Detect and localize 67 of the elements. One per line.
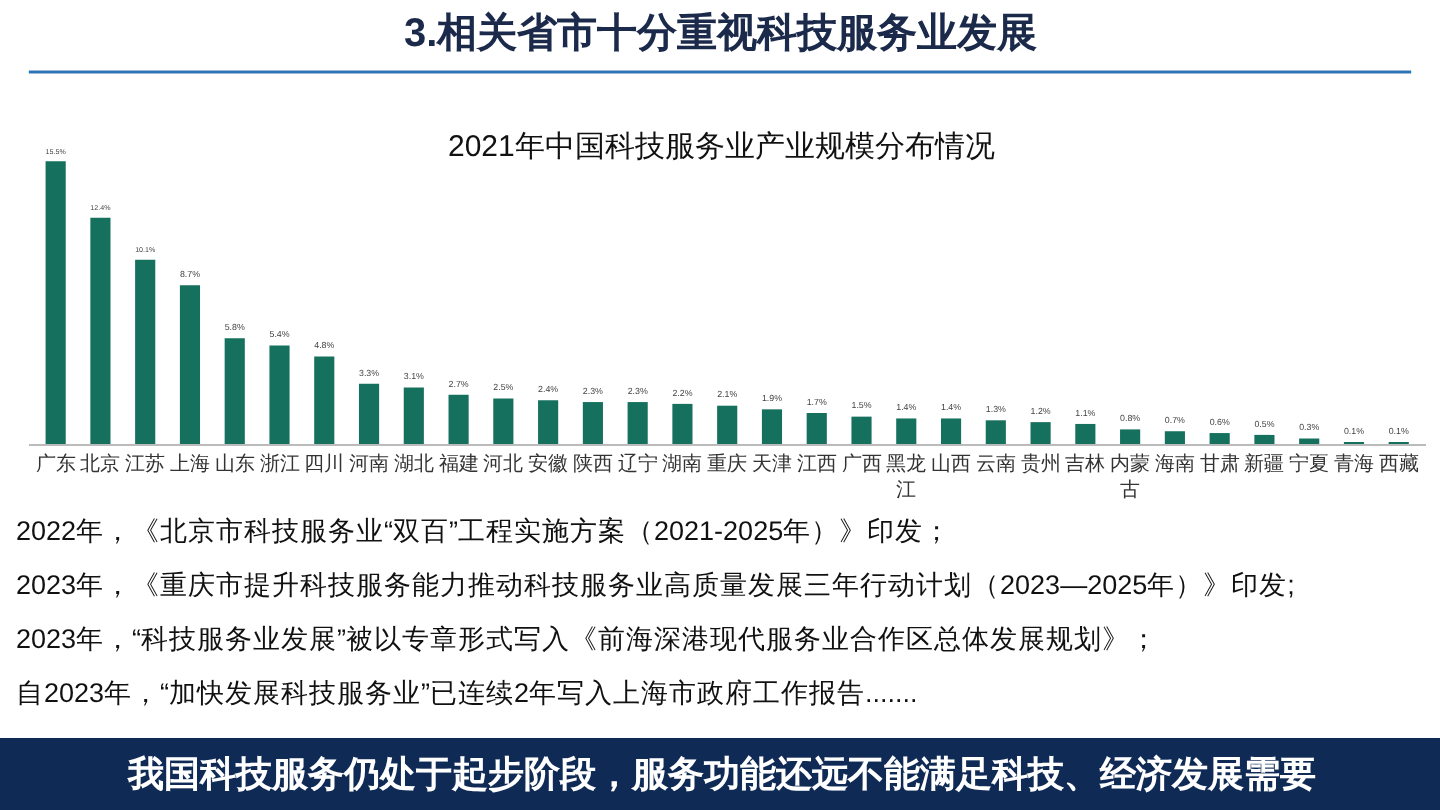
bar [90,217,111,444]
bar [717,405,738,444]
x-tick-label: 甘肃 [1199,452,1240,476]
bar [1120,429,1141,444]
bar [269,345,290,444]
bar [403,387,424,444]
x-tick-label: 湖南 [662,452,703,476]
text: 自2023年，“加快发展科技服务业”已连续2年写入上海市政府工作报告....... [16,678,918,708]
bar [1164,431,1185,444]
bar [761,409,783,444]
bar [538,400,559,444]
bar [672,403,693,444]
bar [179,285,201,444]
x-tick-label: 上海 [169,452,210,476]
bar [45,161,66,444]
x-tick-label: 广西 [841,452,882,476]
x-tick-label: 江西 [796,452,837,476]
text: 2023年，“科技服务业发展”被以专章形式写入《前海深港现代服务业合作区总体发展规划》； [16,624,1159,654]
x-tick-label: 福建 [438,452,479,476]
text: 2022年，《北京市科技服务业“双百”工程实施方案（2021-2025年）》印发； [16,514,952,546]
text: 2023年，《重庆市提升科技服务能力推动科技服务业高质量发展三年行动计划（2023—2025年）》印发; [16,570,1295,600]
bar [135,259,156,444]
bar [1030,422,1051,444]
bar [1254,434,1275,444]
x-tick-label: 河北 [483,452,524,476]
bar [1075,423,1096,444]
x-tick-label: 新疆 [1244,452,1285,476]
x-tick-label: 山西 [931,452,972,476]
x-tick-label: 黑龙江 [886,452,927,502]
bar [314,356,335,444]
bar [1299,438,1320,444]
x-tick-label: 江苏 [125,452,166,476]
x-tick-label: 内蒙古 [1110,452,1151,502]
chart-subtitle: 2021年中国科技服务业产业规模分布情况 [448,130,995,164]
text: 我国科技服务仍处于起步阶段，服务功能还远不能满足科技、经济发展需要 [126,754,1316,794]
bar [493,398,514,444]
bar [806,413,827,444]
bar [940,418,962,444]
x-tick-label: 海南 [1154,452,1195,476]
x-tick-label: 浙江 [259,452,300,476]
bar [448,394,469,444]
bar [851,416,872,444]
chart-title: 3.相关省市十分重视科技服务业发展 [404,10,1038,56]
x-tick-label: 贵州 [1020,452,1061,476]
x-tick-label: 湖北 [393,452,434,476]
x-tick-label: 吉林 [1065,452,1106,476]
x-tick-label: 广东 [35,452,76,476]
x-tick-label: 青海 [1333,452,1374,476]
x-tick-label: 安徽 [528,452,569,476]
bar [224,338,245,444]
bar [985,420,1006,444]
bar [896,418,917,444]
x-tick-label: 西藏 [1378,452,1419,476]
bar [358,383,380,444]
x-tick-label: 山东 [214,452,255,476]
x-tick-label: 陕西 [572,452,613,476]
bar [1209,433,1230,444]
x-tick-label: 四川 [304,452,345,476]
x-tick-label: 辽宁 [617,452,658,476]
x-tick-label: 天津 [751,452,792,476]
bar [627,402,648,444]
bar [582,402,603,444]
x-tick-label: 北京 [80,452,121,476]
x-tick-label: 重庆 [707,452,748,476]
x-tick-label: 宁夏 [1289,452,1330,476]
x-tick-label: 云南 [975,452,1016,476]
x-tick-label: 河南 [349,452,390,476]
